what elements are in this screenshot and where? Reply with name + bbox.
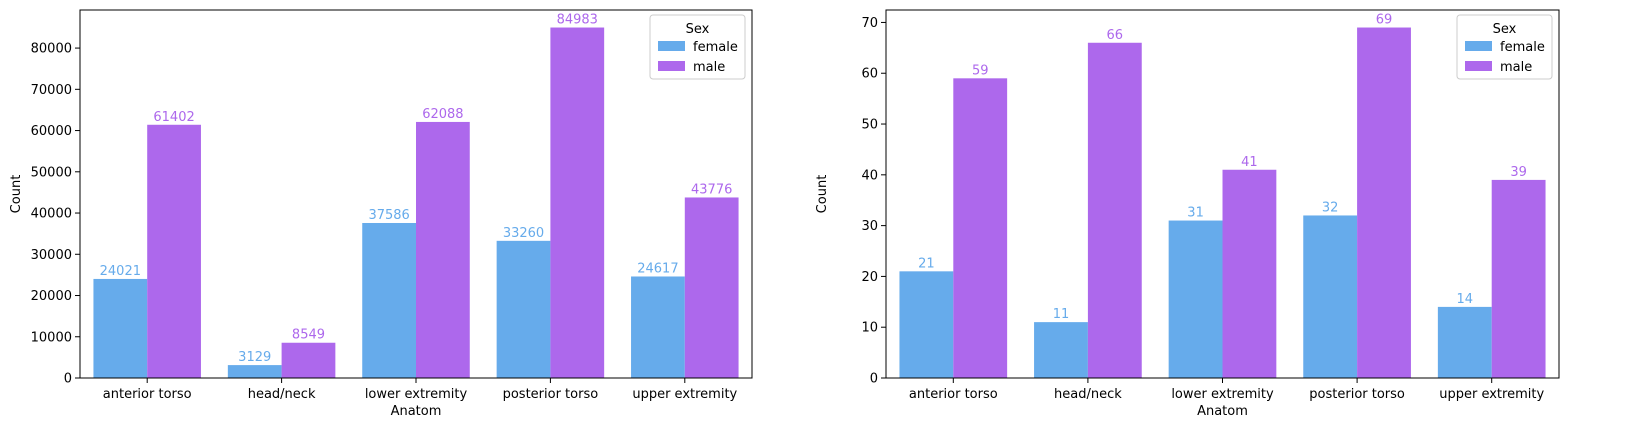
bar-female	[631, 276, 685, 378]
y-tick-label: 70	[861, 16, 878, 31]
bar-female	[899, 271, 954, 378]
y-tick-label: 0	[64, 372, 72, 387]
bar-female	[227, 365, 282, 378]
x-tick-label: head/neck	[248, 387, 316, 402]
data-label: 43776	[691, 182, 732, 197]
y-tick-label: 40000	[31, 207, 72, 222]
legend-label-female: female	[693, 40, 738, 55]
y-tick-label: 50000	[31, 165, 72, 180]
legend-swatch-female	[658, 41, 685, 51]
y-axis-label: Count	[815, 175, 830, 214]
legend-swatch-male	[658, 61, 685, 71]
data-label: 3129	[238, 350, 271, 365]
chart-2: 21 59 anterior torso 11 66 head/neck 31 41 lower…	[815, 9, 1560, 419]
data-label: 24617	[637, 261, 678, 276]
y-tick-label: 60	[861, 67, 878, 82]
data-label: 31	[1187, 206, 1204, 221]
x-tick-label: head/neck	[1054, 387, 1122, 402]
bar-male	[1357, 27, 1411, 379]
x-tick-label: lower extremity	[365, 387, 468, 402]
bar-male	[1491, 179, 1546, 378]
data-label: 24021	[100, 264, 141, 279]
bar-male	[147, 124, 201, 379]
legend: Sex female male	[1456, 14, 1553, 80]
data-label: 32	[1322, 200, 1339, 215]
bar-female	[1034, 322, 1088, 378]
y-tick-label: 0	[870, 372, 878, 387]
y-tick-label: 50	[861, 118, 878, 133]
data-label: 61402	[153, 110, 194, 125]
y-tick-label: 60000	[31, 124, 72, 139]
data-label: 41	[1241, 155, 1258, 170]
y-tick-label: 40	[861, 168, 878, 183]
x-tick-label: posterior torso	[1309, 387, 1405, 402]
bar-male	[1087, 42, 1142, 378]
bar-male	[1222, 169, 1277, 378]
data-label: 39	[1510, 165, 1527, 180]
bar-female	[362, 222, 416, 378]
bar-male	[550, 27, 605, 379]
y-tick-label: 70000	[31, 83, 72, 98]
data-label: 84983	[557, 13, 598, 28]
y-tick-label: 80000	[31, 42, 72, 57]
x-tick-label: anterior torso	[103, 387, 192, 402]
bar-female	[1168, 220, 1223, 378]
x-axis-label: Anatom	[391, 404, 442, 419]
y-tick-label: 20000	[31, 289, 72, 304]
x-tick-label: upper extremity	[632, 387, 737, 402]
data-label: 59	[972, 63, 989, 78]
legend: Sex female male	[649, 14, 746, 80]
y-axis-label: Count	[9, 175, 24, 214]
x-axis-label: Anatom	[1197, 404, 1248, 419]
bar-male	[281, 342, 336, 378]
x-tick-label: posterior torso	[503, 387, 599, 402]
y-tick-label: 20	[861, 270, 878, 285]
bar-male	[684, 197, 739, 378]
legend-label-male: male	[1500, 60, 1532, 75]
x-tick-label: upper extremity	[1439, 387, 1544, 402]
data-label: 66	[1107, 28, 1124, 43]
chart-1: 24021 61402 anterior torso 3129 8549 head/nec…	[9, 9, 753, 419]
legend-label-male: male	[693, 60, 725, 75]
data-label: 33260	[503, 226, 544, 241]
y-tick-label: 10000	[31, 330, 72, 345]
y-tick-label: 10	[861, 321, 878, 336]
data-label: 11	[1053, 307, 1070, 322]
bar-male	[416, 121, 470, 378]
x-tick-label: anterior torso	[909, 387, 998, 402]
data-label: 62088	[422, 107, 463, 122]
y-tick-label: 30000	[31, 248, 72, 263]
bar-female	[1437, 306, 1492, 378]
y-tick-label: 30	[861, 219, 878, 234]
bar-female	[93, 278, 148, 378]
legend-swatch-male	[1465, 61, 1492, 71]
legend-swatch-female	[1465, 41, 1492, 51]
plot-frame	[79, 9, 753, 379]
data-label: 37586	[368, 208, 409, 223]
legend-title: Sex	[686, 22, 710, 37]
data-label: 21	[918, 256, 935, 271]
bar-female	[1303, 215, 1358, 378]
bar-male	[953, 78, 1008, 378]
legend-title: Sex	[1493, 22, 1517, 37]
legend-label-female: female	[1500, 40, 1545, 55]
bar-female	[496, 240, 551, 378]
data-label: 69	[1376, 13, 1393, 28]
data-label: 14	[1457, 292, 1474, 307]
data-label: 8549	[292, 328, 325, 343]
x-tick-label: lower extremity	[1171, 387, 1274, 402]
plot-frame	[885, 9, 1560, 379]
